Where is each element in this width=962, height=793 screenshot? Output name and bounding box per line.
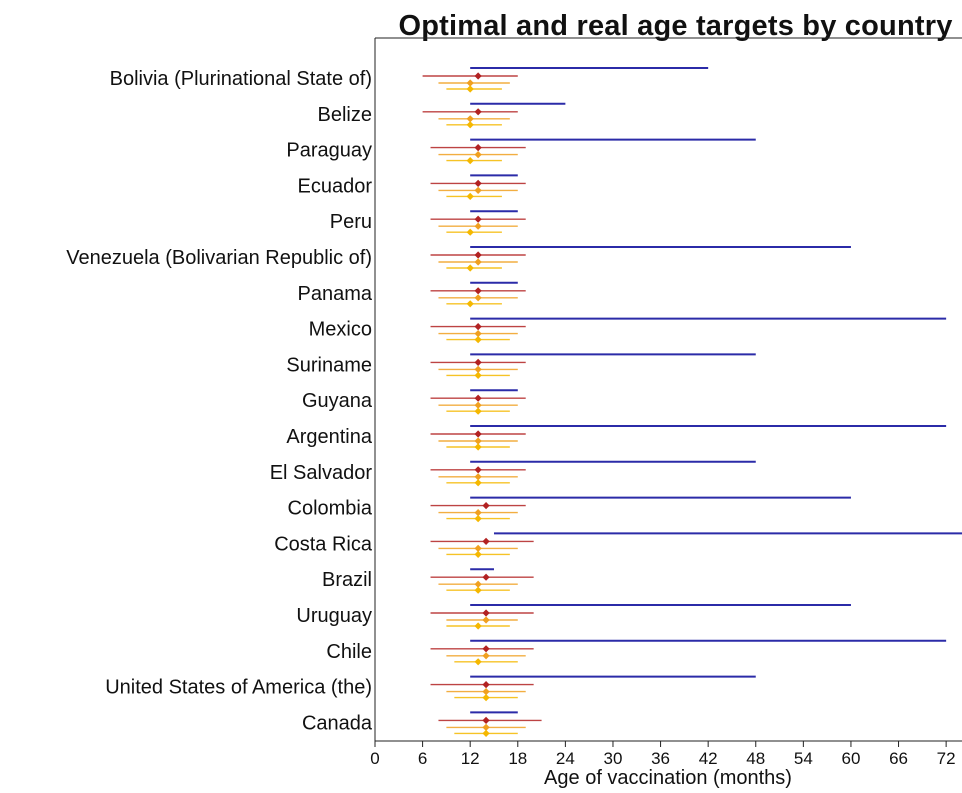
optimal-point-marker	[474, 479, 482, 487]
optimal-point-marker	[482, 616, 490, 624]
optimal-point-marker	[474, 430, 482, 438]
optimal-point-marker	[474, 658, 482, 666]
optimal-point-marker	[474, 550, 482, 558]
optimal-point-marker	[474, 108, 482, 116]
optimal-point-marker	[482, 716, 490, 724]
optimal-point-marker	[474, 72, 482, 80]
x-tick-label: 0	[370, 749, 379, 768]
optimal-point-marker	[474, 330, 482, 338]
optimal-point-marker	[482, 694, 490, 702]
optimal-point-marker	[474, 258, 482, 266]
optimal-point-marker	[474, 222, 482, 230]
optimal-point-marker	[466, 121, 474, 129]
optimal-point-marker	[482, 681, 490, 689]
optimal-point-marker	[466, 157, 474, 165]
country-label: Bolivia (Plurinational State of)	[110, 68, 372, 90]
optimal-point-marker	[466, 300, 474, 308]
x-tick-label: 36	[651, 749, 670, 768]
axes	[374, 37, 962, 742]
x-tick-label: 12	[461, 749, 480, 768]
optimal-point-marker	[482, 729, 490, 737]
country-label: Brazil	[322, 569, 372, 591]
country-label: Peru	[330, 211, 372, 233]
optimal-point-marker	[474, 580, 482, 588]
x-tick-label: 24	[556, 749, 575, 768]
country-labels: Bolivia (Plurinational State of) Belize Pa…	[66, 68, 373, 734]
x-tick-label: 42	[699, 749, 718, 768]
x-tick-label: 18	[508, 749, 527, 768]
country-label: Ecuador	[298, 175, 373, 197]
optimal-point-marker	[474, 251, 482, 259]
country-label: Suriname	[286, 354, 372, 376]
optimal-point-marker	[482, 645, 490, 653]
x-tick-label: 54	[794, 749, 813, 768]
optimal-point-marker	[474, 401, 482, 409]
optimal-point-marker	[482, 537, 490, 545]
optimal-point-marker	[474, 407, 482, 415]
optimal-point-marker	[466, 85, 474, 93]
optimal-point-marker	[482, 688, 490, 696]
country-label: Costa Rica	[274, 533, 373, 555]
x-tick-label: 72	[937, 749, 956, 768]
optimal-point-marker	[474, 144, 482, 152]
optimal-point-marker	[466, 192, 474, 200]
x-axis-ticks: 0 6 12 18 24 30 36 42 48 54 60 66 72	[370, 741, 956, 768]
optimal-point-marker	[474, 365, 482, 373]
optimal-point-marker	[474, 544, 482, 552]
country-label: Canada	[302, 712, 373, 734]
optimal-point-marker	[474, 358, 482, 366]
optimal-point-marker	[474, 394, 482, 402]
country-label: Belize	[318, 104, 372, 126]
country-label: El Salvador	[270, 462, 373, 484]
x-axis-title: Age of vaccination (months)	[544, 767, 792, 789]
optimal-point-marker	[466, 115, 474, 123]
country-label: Guyana	[302, 390, 373, 412]
optimal-point-marker	[474, 586, 482, 594]
optimal-point-marker	[474, 323, 482, 331]
country-label: Chile	[326, 641, 372, 663]
country-label: Paraguay	[286, 140, 372, 162]
optimal-point-marker	[482, 652, 490, 660]
optimal-point-marker	[474, 473, 482, 481]
optimal-point-marker	[466, 264, 474, 272]
country-label: Colombia	[288, 498, 373, 520]
optimal-point-marker	[474, 287, 482, 295]
optimal-point-marker	[466, 79, 474, 87]
optimal-point-marker	[474, 336, 482, 344]
optimal-point-marker	[474, 151, 482, 159]
optimal-point-marker	[474, 509, 482, 517]
x-tick-label: 60	[841, 749, 860, 768]
chart-title: Optimal and real age targets by country	[398, 10, 953, 42]
x-tick-label: 6	[418, 749, 427, 768]
optimal-point-marker	[474, 186, 482, 194]
x-tick-label: 30	[604, 749, 623, 768]
optimal-point-marker	[466, 228, 474, 236]
optimal-point-marker	[474, 179, 482, 187]
optimal-point-marker	[482, 502, 490, 510]
optimal-point-marker	[482, 609, 490, 617]
optimal-point-marker	[474, 371, 482, 379]
country-label: Uruguay	[296, 605, 372, 627]
country-label: Venezuela (Bolivarian Republic of)	[66, 247, 372, 269]
optimal-point-marker	[474, 622, 482, 630]
country-label: United States of America (the)	[105, 677, 372, 699]
country-label: Argentina	[286, 426, 372, 448]
optimal-point-marker	[474, 466, 482, 474]
country-label: Panama	[298, 283, 373, 305]
chart-marks	[422, 67, 962, 737]
optimal-point-marker	[474, 443, 482, 451]
country-label: Mexico	[309, 319, 372, 341]
x-tick-label: 48	[746, 749, 765, 768]
optimal-point-marker	[482, 723, 490, 731]
x-tick-label: 66	[889, 749, 908, 768]
optimal-point-marker	[482, 573, 490, 581]
optimal-point-marker	[474, 515, 482, 523]
optimal-point-marker	[474, 215, 482, 223]
optimal-point-marker	[474, 437, 482, 445]
optimal-point-marker	[474, 294, 482, 302]
